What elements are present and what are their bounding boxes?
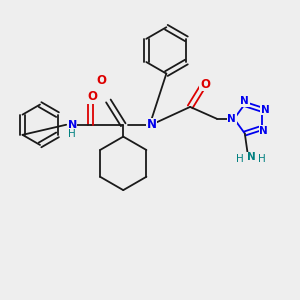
Text: N: N: [146, 118, 157, 131]
Text: N: N: [247, 152, 256, 162]
Text: O: O: [96, 74, 106, 87]
Text: H: H: [236, 154, 244, 164]
Text: O: O: [87, 90, 97, 103]
Text: O: O: [200, 77, 210, 91]
Text: H: H: [258, 154, 266, 164]
Text: N: N: [261, 105, 269, 115]
Text: H: H: [68, 129, 76, 139]
Text: N: N: [259, 126, 268, 136]
Text: N: N: [240, 96, 249, 106]
Text: N: N: [227, 114, 236, 124]
Text: N: N: [68, 120, 77, 130]
